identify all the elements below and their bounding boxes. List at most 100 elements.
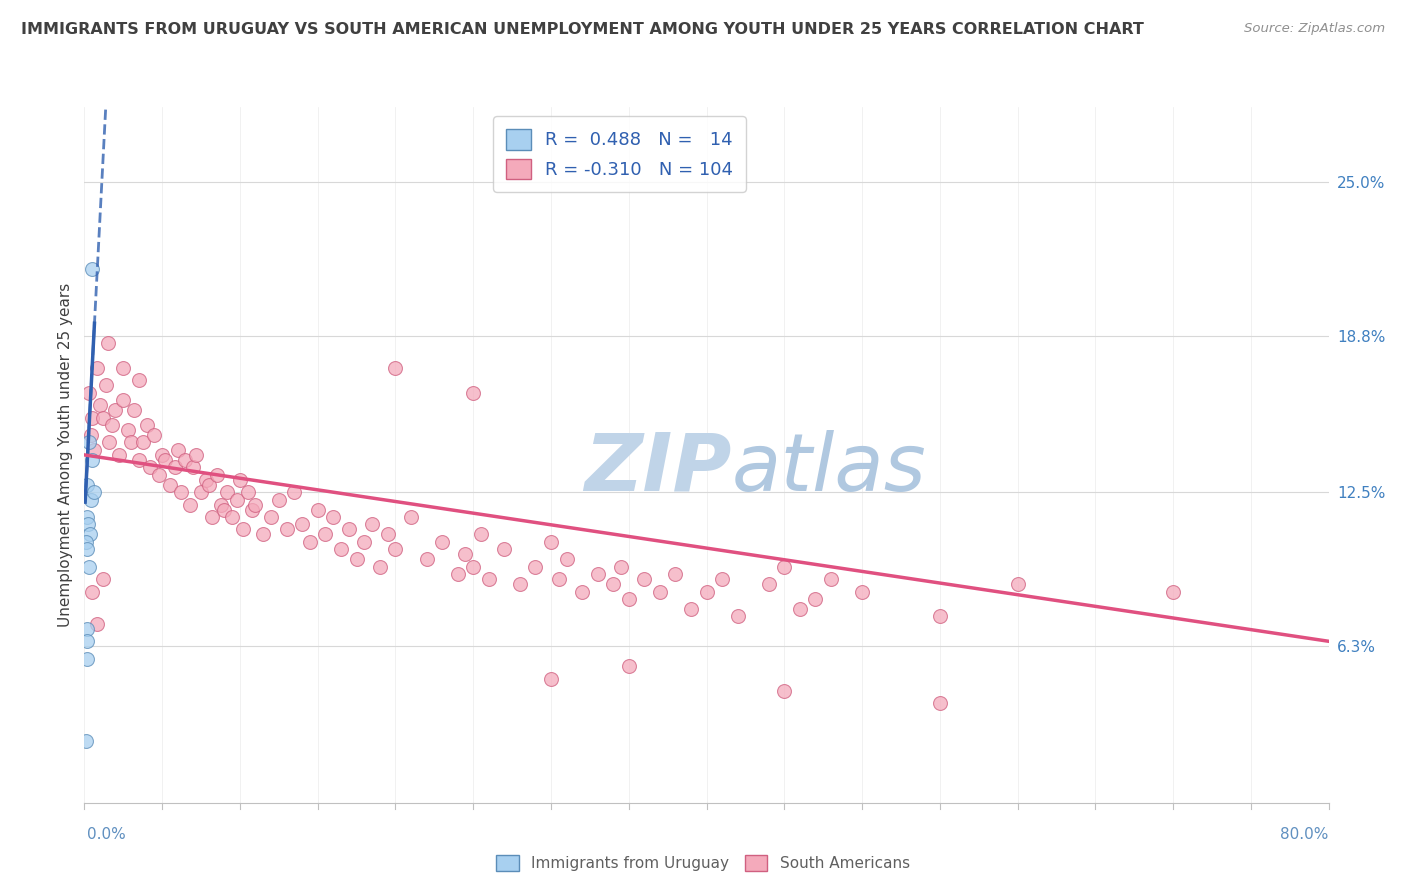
Point (190, 485, 212, 500)
Point (155, 453, 177, 467)
Point (679, 602, 702, 616)
Point (82, 453, 104, 467)
Point (617, 659, 640, 673)
Point (198, 477, 221, 491)
Point (94, 378, 117, 392)
Point (267, 492, 290, 507)
Point (77, 517, 100, 532)
Point (252, 527, 274, 541)
Point (648, 584, 671, 599)
Point (283, 485, 305, 500)
Point (337, 523, 360, 537)
Point (101, 418, 124, 433)
Point (240, 502, 263, 516)
Point (509, 577, 531, 591)
Point (83, 485, 105, 500)
Point (617, 592, 640, 607)
Point (540, 672, 562, 686)
Point (245, 498, 267, 512)
Point (789, 602, 811, 616)
Point (307, 502, 329, 516)
Point (330, 542, 353, 557)
Text: Source: ZipAtlas.com: Source: ZipAtlas.com (1244, 22, 1385, 36)
Point (79, 428, 101, 442)
Point (447, 567, 470, 582)
Text: ZIP: ZIP (583, 430, 731, 508)
Point (696, 584, 718, 599)
Point (86, 361, 108, 376)
Point (186, 448, 208, 462)
Point (415, 552, 437, 566)
Point (928, 697, 950, 711)
Point (478, 572, 501, 586)
Point (454, 547, 477, 561)
Point (77, 385, 100, 400)
Point (773, 684, 796, 698)
Point (225, 492, 247, 507)
Point (82, 584, 104, 599)
Point (384, 361, 406, 376)
Point (170, 485, 193, 500)
Point (128, 453, 150, 467)
Point (91, 572, 114, 586)
Point (602, 577, 624, 591)
Point (107, 448, 129, 462)
Point (711, 572, 734, 586)
Point (82, 410, 104, 425)
Point (112, 361, 135, 376)
Point (91, 410, 114, 425)
Text: 0.0%: 0.0% (87, 827, 127, 841)
Point (470, 527, 492, 541)
Point (820, 572, 842, 586)
Point (346, 552, 368, 566)
Point (276, 523, 298, 537)
Point (205, 467, 228, 482)
Point (633, 572, 655, 586)
Point (120, 435, 142, 450)
Text: 80.0%: 80.0% (1281, 827, 1329, 841)
Point (82, 261, 104, 276)
Point (75, 733, 97, 747)
Point (83, 442, 105, 457)
Point (463, 559, 485, 574)
Point (229, 473, 252, 487)
Point (221, 510, 243, 524)
Point (79, 492, 101, 507)
Point (76, 477, 98, 491)
Point (77, 559, 100, 574)
Point (298, 535, 321, 549)
Point (86, 616, 108, 631)
Point (148, 467, 170, 482)
Point (76, 622, 98, 636)
Point (75, 535, 97, 549)
Point (76, 651, 98, 665)
Point (727, 609, 749, 624)
Point (79, 527, 101, 541)
Point (322, 510, 344, 524)
Text: IMMIGRANTS FROM URUGUAY VS SOUTH AMERICAN UNEMPLOYMENT AMONG YOUTH UNDER 25 YEAR: IMMIGRANTS FROM URUGUAY VS SOUTH AMERICA… (21, 22, 1144, 37)
Point (135, 418, 157, 433)
Point (773, 559, 796, 574)
Point (494, 542, 516, 557)
Point (368, 559, 391, 574)
Point (547, 572, 569, 586)
Point (194, 473, 217, 487)
Point (201, 510, 224, 524)
Point (314, 527, 336, 541)
Point (181, 460, 204, 475)
Point (804, 592, 827, 607)
Point (163, 460, 186, 475)
Point (217, 485, 239, 500)
Point (384, 542, 406, 557)
Point (122, 403, 145, 417)
Point (928, 609, 950, 624)
Point (758, 577, 780, 591)
Y-axis label: Unemployment Among Youth under 25 years: Unemployment Among Youth under 25 years (58, 283, 73, 627)
Point (143, 428, 166, 442)
Point (353, 535, 375, 549)
Point (76, 542, 98, 557)
Point (571, 584, 593, 599)
Point (540, 535, 562, 549)
Point (610, 559, 633, 574)
Point (112, 393, 135, 408)
